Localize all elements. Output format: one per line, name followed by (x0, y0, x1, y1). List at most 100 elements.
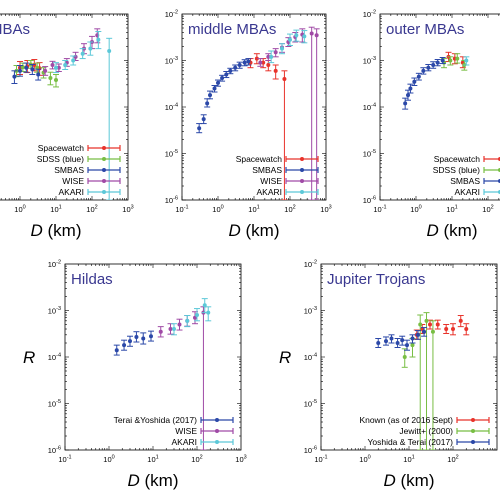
data-point (185, 318, 190, 323)
data-point (427, 322, 432, 327)
legend-label: SMBAS (252, 165, 282, 175)
x-tick-label: 100 (212, 205, 223, 215)
data-point (63, 63, 68, 68)
x-tick-label: 10-1 (373, 205, 386, 215)
x-tick-label: 101 (446, 205, 457, 215)
data-point (206, 310, 211, 315)
legend-label: Known (as of 2016 Sept) (359, 415, 453, 425)
axis-ticks (379, 14, 500, 201)
data-layer (375, 312, 470, 450)
data-point (280, 46, 285, 51)
chart-title: outer MBAs (386, 21, 464, 38)
y-tick-label: 10-3 (363, 56, 376, 66)
data-point (400, 338, 405, 343)
data-point (71, 58, 76, 63)
x-tick-label: 101 (248, 205, 259, 215)
data-point (212, 86, 217, 91)
data-point (148, 334, 153, 339)
chart-title: Hildas (71, 271, 113, 288)
legend-label: AKARI (58, 187, 84, 197)
chart-title: Jupiter Trojans (327, 271, 425, 288)
data-point (202, 303, 207, 308)
y-tick-label: 10-2 (363, 10, 376, 20)
legend-label: SMBAS (54, 165, 84, 175)
x-tick-label: 101 (147, 455, 158, 465)
data-point (141, 336, 146, 341)
data-point (416, 74, 421, 79)
data-point (302, 34, 307, 39)
data-layer (11, 28, 113, 200)
data-point (426, 65, 431, 70)
data-point (88, 46, 93, 51)
data-point (201, 117, 206, 122)
data-point (54, 65, 58, 70)
data-point (20, 65, 25, 70)
data-point (431, 63, 436, 68)
data-point (435, 322, 440, 327)
data-layer (113, 298, 212, 450)
data-point (294, 33, 299, 38)
x-tick-label: 10-1 (58, 455, 71, 465)
x-tick-label: 100 (14, 205, 25, 215)
data-point (50, 63, 55, 68)
series-akari (53, 31, 113, 200)
data-point (451, 327, 455, 332)
y-tick-label: 10-4 (165, 103, 178, 113)
series-akari (463, 56, 470, 66)
data-point (269, 54, 274, 59)
data-point (24, 65, 29, 70)
chart-panel-5: 10-1 100 101 102 10-6 10-5 10-4 10-3 10-2 D (km) R… (279, 260, 498, 490)
data-point (242, 60, 247, 65)
y-tick-label: 10-2 (165, 10, 178, 20)
y-tick-label: 10-6 (363, 196, 376, 206)
data-point (114, 348, 119, 353)
legend-label: SDSS (blue) (37, 154, 84, 164)
y-tick-label: 10-6 (165, 196, 178, 206)
x-tick-label: 100 (103, 455, 114, 465)
y-tick-label: 10-5 (165, 149, 178, 159)
y-tick-label: 10-4 (48, 353, 61, 363)
data-point (54, 78, 58, 83)
data-point (233, 65, 238, 70)
series-smbas (196, 58, 252, 134)
data-point (389, 336, 394, 341)
data-point (171, 327, 176, 332)
data-point (376, 341, 381, 346)
data-point (224, 72, 229, 77)
chart-panel-4: 10-1 100 101 102 103 10-6 10-5 10-4 10-3 10-2 D (k… (23, 260, 247, 491)
y-tick-label: 10-3 (165, 56, 178, 66)
data-point (282, 77, 287, 82)
data-point (408, 86, 413, 91)
x-tick-label: 10-1 (314, 455, 327, 465)
x-tick-label: 102 (447, 455, 458, 465)
data-point (448, 58, 453, 63)
data-point (48, 76, 53, 81)
data-point (421, 68, 426, 73)
data-point (440, 58, 445, 63)
legend-label: AKARI (454, 187, 480, 197)
axis-ticks (320, 264, 497, 451)
chart-title: middle MBAs (188, 21, 276, 38)
data-point (220, 76, 225, 81)
legend-label: SMBAS (450, 176, 480, 186)
data-point (254, 56, 259, 61)
data-point (197, 126, 202, 131)
axis-ticks (64, 264, 241, 451)
data-point (43, 68, 48, 73)
series-akari (170, 298, 212, 336)
data-point (314, 33, 319, 38)
series-sdss-blue- (441, 53, 468, 71)
data-point (127, 339, 132, 344)
data-point (383, 339, 388, 344)
y-axis-label: R (279, 348, 291, 367)
data-point (258, 60, 263, 65)
data-point (415, 332, 420, 337)
y-tick-label: 10-5 (363, 149, 376, 159)
data-point (158, 329, 163, 334)
data-point (403, 101, 408, 106)
